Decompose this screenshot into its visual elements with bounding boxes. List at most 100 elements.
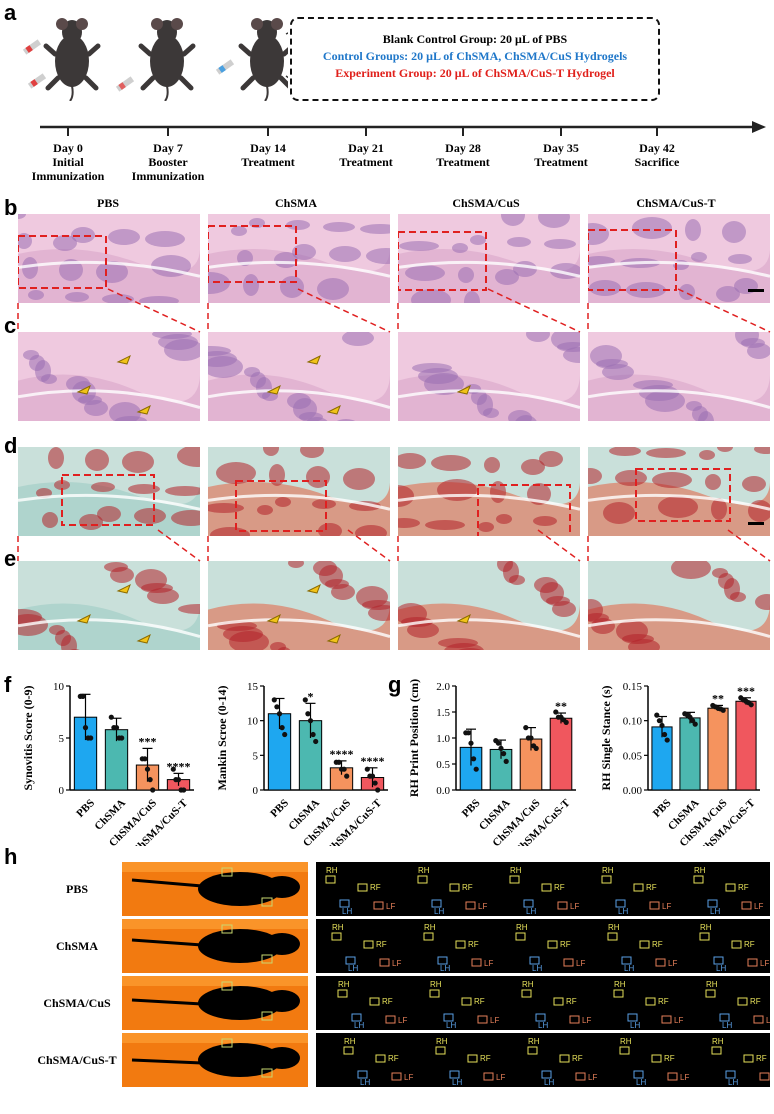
footprint-box-rf [651, 1054, 662, 1063]
footprint-box-rf [731, 940, 742, 949]
data-point [468, 740, 474, 746]
histology-image [588, 561, 770, 650]
data-point [150, 787, 156, 793]
data-point [553, 709, 559, 715]
footprint-box-lf [575, 1072, 586, 1081]
footprint-label-rh: RH [344, 1037, 356, 1046]
footprint-label-rh: RH [712, 1037, 724, 1046]
footprint-box-rh [337, 989, 348, 998]
footprint-label-rh: RH [700, 923, 712, 932]
data-point [108, 714, 114, 720]
gait-footprint-image [122, 976, 308, 1030]
bar [549, 717, 573, 791]
data-point [307, 718, 314, 724]
footprint-box-lf [649, 901, 660, 910]
footprint-box-rh [429, 989, 440, 998]
data-point [498, 745, 504, 751]
histology-image [208, 447, 390, 536]
footprint-box-lh [351, 1013, 362, 1022]
timeline-item: Day 21 Treatment [326, 141, 406, 169]
footprint-box-rf [725, 883, 736, 892]
y-tick-label: 15 [247, 681, 259, 693]
data-point [276, 711, 283, 717]
footprint-box-lh [719, 1013, 730, 1022]
footprint-box-rf [639, 940, 650, 949]
y-tick-label: 0 [253, 785, 259, 797]
timeline-item: Day 0 Initial Immunization [28, 141, 108, 183]
footprint-label-rf: RF [382, 997, 393, 1006]
timeline-axis [40, 121, 766, 136]
data-point [375, 787, 381, 793]
footprint-label-rh: RH [424, 923, 436, 932]
significance-label: **** [167, 759, 191, 773]
footprint-label-lh: LH [710, 907, 720, 916]
timeline-day: Day 42 [639, 141, 675, 155]
footprint-label-rh: RH [436, 1037, 448, 1046]
histology-image [208, 214, 390, 303]
footprint-label-lh: LH [342, 907, 352, 916]
footprint-label-lh: LH [446, 1021, 456, 1030]
footprint-label-lf: LF [570, 902, 579, 911]
footprint-label-rf: RF [744, 940, 755, 949]
footprint-box-rf [559, 1054, 570, 1063]
panel-label-h: h [4, 844, 18, 869]
footprint-box-rh [613, 989, 624, 998]
data-point [533, 745, 539, 751]
footprint-box-rf [357, 883, 368, 892]
footprint-box-lh [633, 1070, 644, 1079]
footprint-label-lf: LF [392, 959, 401, 968]
footprint-box-rf [547, 940, 558, 949]
y-tick-label: 10 [53, 681, 65, 693]
timeline-event: Sacrifice [634, 155, 680, 169]
footprint-label-rh: RH [430, 980, 442, 989]
data-point [302, 697, 308, 703]
footprint-box-rf [455, 940, 466, 949]
timeline-day: Day 14 [250, 141, 286, 155]
footprint-label-lh: LH [538, 1021, 548, 1030]
data-point [274, 704, 280, 710]
footprint-label-rf: RF [658, 997, 669, 1006]
timeline-day: Day 0 [53, 141, 83, 155]
footprint-box-lf [557, 901, 568, 910]
footprint-label-lh: LH [360, 1078, 370, 1087]
footprint-label-lh: LH [722, 1021, 732, 1030]
histology-image [208, 332, 390, 421]
footprint-label-lf: LF [680, 1073, 689, 1082]
y-tick-label: 0.15 [623, 681, 643, 693]
data-point [305, 711, 311, 717]
footprint-box-rf [645, 997, 656, 1006]
footprint-label-lf: LF [760, 959, 769, 968]
footprint-label-lh: LH [630, 1021, 640, 1030]
col-header-chsma-cus-t: ChSMA/CuS-T [636, 196, 716, 210]
gait-row-label: PBS [65, 882, 88, 896]
data-point [473, 766, 479, 772]
data-point [495, 740, 501, 746]
footprint-label-lf: LF [398, 1016, 407, 1025]
y-tick-label: 0 [59, 785, 65, 797]
footprint-label-rf: RF [738, 883, 749, 892]
timeline-item: Day 28 Treatment [423, 141, 503, 169]
significance-label: *** [737, 684, 755, 698]
footprint-box-rf [633, 883, 644, 892]
panel-label-f: f [4, 672, 12, 697]
footprint-label-lf: LF [588, 1073, 597, 1082]
y-tick-label: 0.05 [623, 750, 643, 762]
footprint-box-rh [509, 875, 520, 884]
timeline-item: Day 35 Treatment [521, 141, 601, 169]
footprint-label-lh: LH [618, 907, 628, 916]
histology-image [588, 214, 770, 303]
significance-label: ** [712, 691, 724, 705]
histology-image [18, 447, 200, 536]
footprint-box-rf [553, 997, 564, 1006]
footprint-label-rf: RF [646, 883, 657, 892]
bar [735, 700, 757, 791]
footprint-box-lh [627, 1013, 638, 1022]
chart-rh-print-position: 0.0 0.5 1.0 1.5 2.0 RH Print Position (cm) PBS… [407, 679, 576, 846]
footprint-label-lf: LF [582, 1016, 591, 1025]
footprint-label-rh: RH [706, 980, 718, 989]
col-header-chsma-cus: ChSMA/CuS [452, 196, 520, 210]
x-tick-label: PBS [651, 797, 674, 820]
